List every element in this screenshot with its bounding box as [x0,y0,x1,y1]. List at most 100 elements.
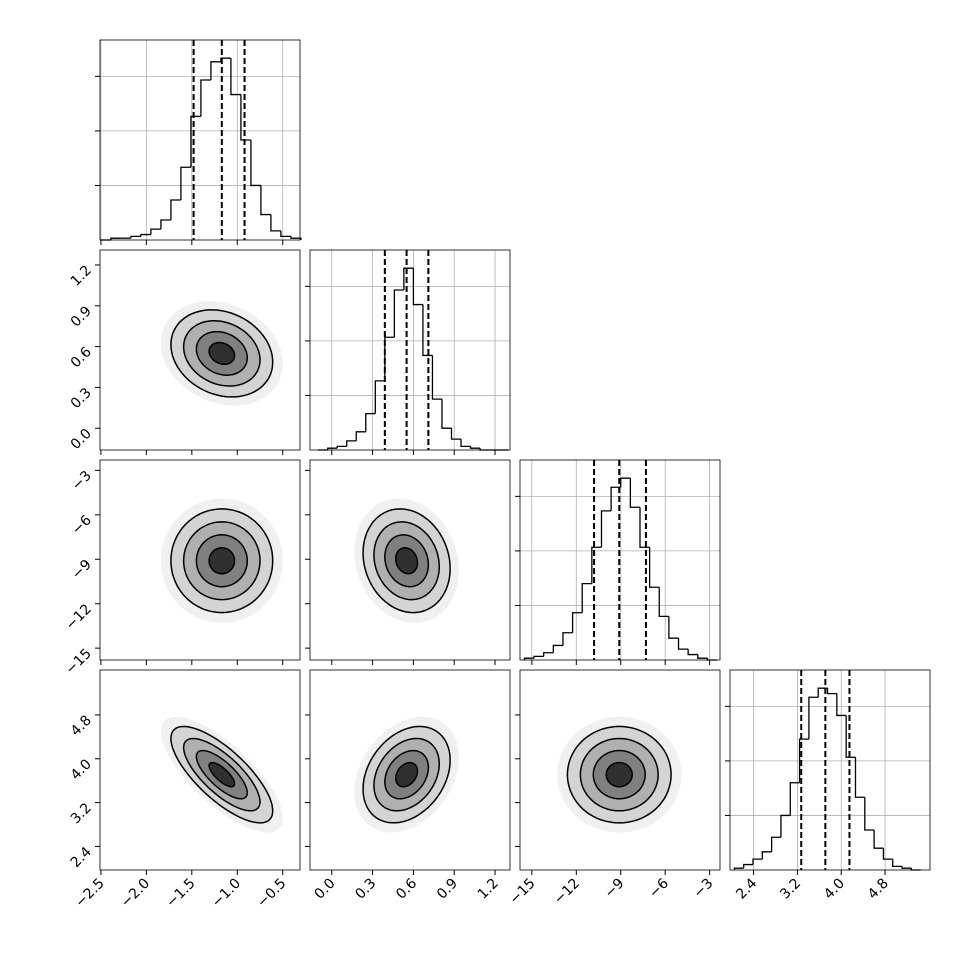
x-tick-label: 3.2 [777,876,804,903]
contour [373,737,441,812]
hist-step [761,851,772,860]
density-shade [395,547,418,574]
hist-step [789,782,800,816]
hist-step [901,866,912,869]
hist-step [892,859,903,868]
y-tick-label: 0.3 [68,385,95,412]
x-tick-label: 2.4 [733,875,760,902]
x-tick-label: 0.6 [393,875,420,902]
x-tick-label: −15 [506,876,538,908]
hist-step [770,836,781,852]
hist-step [668,616,679,639]
hist-step [130,235,141,239]
hist-step [346,440,357,447]
hist-step [581,582,592,613]
density-shade [209,547,235,574]
hist-step [600,510,612,548]
hist-step [403,267,414,290]
x-tick-label: −12 [551,876,583,908]
contour [170,725,274,824]
hist-step [365,412,376,432]
panel-frame [309,459,511,661]
contour [208,761,236,788]
hist-step [450,428,462,440]
contour [394,761,419,788]
contour [182,521,261,601]
density-shade [209,762,235,787]
x-tick-label: −2.0 [118,876,153,911]
contour [182,737,261,812]
x-tick-label: −9 [602,876,628,902]
contour [394,547,419,575]
y-tick-label: −3 [69,468,95,494]
hist-step [552,644,563,653]
x-tick-label: −1.0 [209,876,244,911]
contour [362,725,451,824]
hist-step [543,652,554,657]
hist-step [591,546,602,584]
y-tick-label: 2.4 [68,844,95,871]
panel-frame [729,669,931,871]
x-tick-label: −1.5 [163,876,198,911]
hist-step [469,446,481,449]
x-tick-label: 0.3 [352,876,379,903]
contour [362,508,451,614]
hist-step [562,632,573,646]
y-tick-label: 0.0 [68,426,95,453]
hist-step [412,268,423,306]
contour [208,547,236,575]
y-tick-label: −12 [63,601,95,633]
x-tick-label: 4.8 [865,876,892,903]
hist-step [798,738,809,783]
hist-step [160,219,171,230]
hist-step [230,58,241,96]
hist-step [780,814,791,838]
contour [566,725,672,824]
y-tick-label: −9 [69,557,95,583]
y-tick-label: 4.0 [68,756,95,783]
hist-step [629,478,640,508]
hist-step [677,638,689,650]
panel-frame [519,669,721,871]
hist-step [260,185,271,216]
panel-frame [99,249,301,451]
hist-step [733,867,744,870]
hist-step [639,507,650,548]
hist-step [355,431,366,441]
hist-step [882,848,893,860]
hist-step [393,289,404,338]
hist-step [290,236,302,240]
hist-step [743,863,754,869]
hist-step [571,612,583,633]
contour [195,749,249,800]
panel-frame [519,459,721,661]
hist-step [270,214,281,232]
hist-step [280,230,291,238]
hist-step [441,399,452,429]
y-tick-label: 0.6 [68,344,95,371]
hist-step [210,61,221,80]
contour [195,534,249,588]
hist-step [180,166,191,200]
hist-step [384,336,395,381]
hist-step [845,715,856,758]
contour [592,749,646,800]
hist-step [648,547,660,588]
x-tick-label: −3 [691,876,717,902]
hist-step [752,858,763,865]
density-shade [606,762,633,787]
x-tick-label: −2.5 [72,876,107,911]
x-tick-label: 0.9 [434,876,461,903]
y-tick-label: 0.9 [68,303,95,330]
y-tick-label: 4.8 [68,712,95,739]
hist-step [140,233,151,237]
hist-step [873,830,884,849]
x-tick-label: 1.2 [475,876,502,903]
contour [195,330,249,376]
contour [170,309,274,398]
hist-step [826,688,837,695]
contour [208,341,236,366]
hist-step [327,447,338,450]
hist-step [864,797,875,831]
hist-step [200,79,211,117]
